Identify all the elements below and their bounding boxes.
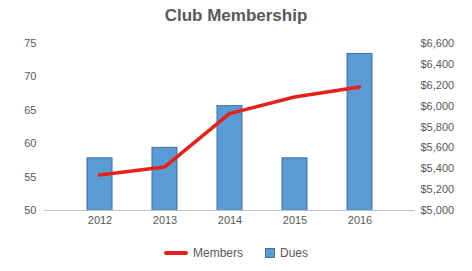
svg-text:2013: 2013	[153, 214, 177, 226]
svg-text:$5,600: $5,600	[421, 141, 455, 153]
svg-text:2016: 2016	[348, 214, 372, 226]
svg-text:2014: 2014	[218, 214, 242, 226]
svg-text:75: 75	[24, 37, 36, 49]
svg-text:65: 65	[24, 104, 36, 116]
html-text:Members: Members	[193, 245, 243, 260]
svg-text:2012: 2012	[88, 214, 112, 226]
svg-text:60: 60	[24, 137, 36, 149]
svg-text:55: 55	[24, 171, 36, 183]
svg-text:50: 50	[24, 204, 36, 216]
svg-text:70: 70	[24, 70, 36, 82]
svg-text:$6,400: $6,400	[421, 58, 455, 70]
svg-text:$5,000: $5,000	[421, 204, 455, 216]
svg-text:2015: 2015	[283, 214, 307, 226]
svg-text:$6,000: $6,000	[421, 100, 455, 112]
svg-text:$5,200: $5,200	[421, 183, 455, 195]
html-text:Dues: Dues	[280, 245, 308, 260]
svg-text:$6,200: $6,200	[421, 79, 455, 91]
svg-text:$5,800: $5,800	[421, 121, 455, 133]
svg-text:$6,600: $6,600	[421, 37, 455, 49]
html-text:Club Membership: Club Membership	[164, 6, 308, 25]
svg-text:$5,400: $5,400	[421, 162, 455, 174]
